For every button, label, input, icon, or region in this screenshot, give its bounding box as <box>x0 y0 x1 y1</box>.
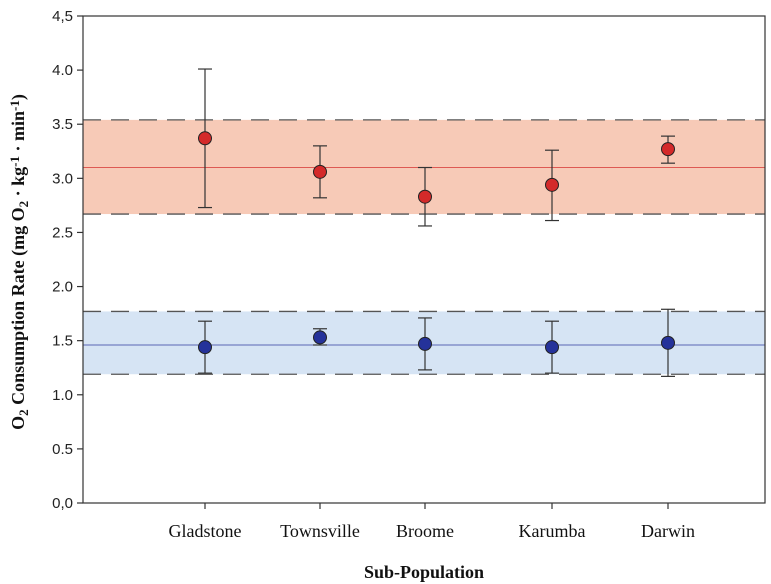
reference-bands <box>83 119 765 375</box>
y-axis-ticks: 0,0 0.5 1.0 1.5 2.0 2.5 3.0 3.5 4.0 4,5 <box>52 8 83 512</box>
data-point-1-2 <box>418 336 432 351</box>
x-tick-label: Broome <box>396 521 454 541</box>
plot-frame <box>82 15 766 504</box>
data-point-1-0 <box>198 340 212 355</box>
y-tick-label: 1.5 <box>52 333 73 350</box>
data-point-0-4 <box>661 142 675 157</box>
data-point-1-3 <box>545 340 559 355</box>
y-tick-label: 3.5 <box>52 116 73 133</box>
y-tick-label: 4.0 <box>52 62 73 79</box>
data-point-0-1 <box>313 164 327 179</box>
data-point-1-1 <box>313 330 327 345</box>
y-axis-title: O2 Consumption Rate (mg O2 · kg-1 · min-… <box>7 94 30 430</box>
x-axis-title: Sub-Population <box>364 562 484 582</box>
x-tick-label: Townsville <box>280 521 360 541</box>
data-point-0-3 <box>545 177 559 192</box>
y-tick-label: 1.0 <box>52 387 73 404</box>
x-axis-ticks: Gladstone Townsville Broome Karumba Darwin <box>169 503 695 541</box>
y-tick-label: 2.0 <box>52 279 73 296</box>
data-point-0-0 <box>198 131 212 146</box>
y-tick-label: 0,0 <box>52 495 73 512</box>
y-tick-label: 2.5 <box>52 224 73 241</box>
x-tick-label: Gladstone <box>169 521 242 541</box>
data-point-0-2 <box>418 189 432 204</box>
y-tick-label: 3.0 <box>52 170 73 187</box>
x-tick-label: Darwin <box>641 521 695 541</box>
y-tick-label: 0.5 <box>52 441 73 458</box>
data-point-1-4 <box>661 335 675 350</box>
y-tick-label: 4,5 <box>52 8 73 25</box>
data-points <box>198 131 675 355</box>
x-tick-label: Karumba <box>519 521 586 541</box>
